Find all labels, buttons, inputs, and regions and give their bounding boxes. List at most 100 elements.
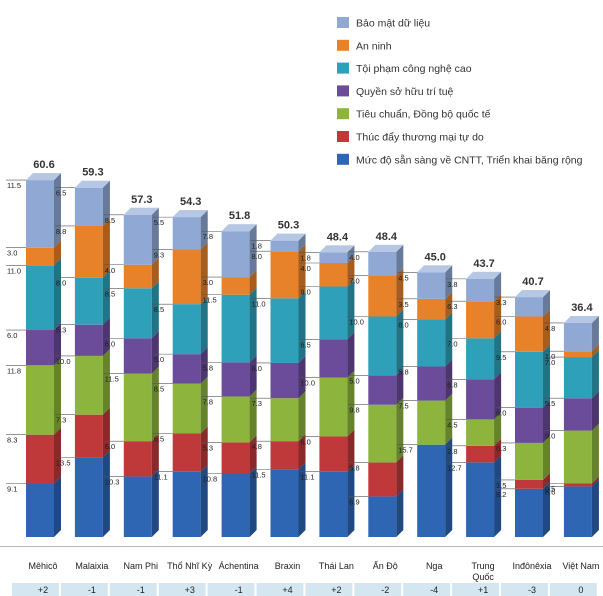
bar-total-label: 54.3 [180, 196, 201, 208]
segment-value-label: 3.0 [203, 278, 213, 287]
bar-segment [221, 277, 250, 295]
bar-segment [563, 351, 592, 358]
bar-segment-side [494, 331, 502, 380]
bar-top-face-highlight [466, 271, 502, 279]
bar-group: 6.9 5.8 9.8 5.0 10.0 7.0 4.0 48.4 [348, 231, 404, 537]
segment-value-label: 6.0 [496, 318, 506, 327]
bar-segment [123, 264, 152, 289]
rank-change-cell [109, 583, 157, 596]
bar-segment-side-shade [200, 347, 208, 384]
segment-value-label: 13.5 [56, 459, 71, 468]
segment-value-label: 4.0 [300, 264, 310, 273]
bar-segment-side-shade [102, 407, 110, 458]
bar-segment [515, 316, 543, 352]
bar-top-face-highlight [319, 245, 355, 253]
segment-value-label: 1.5 [496, 481, 506, 490]
bar-top-face-highlight [515, 290, 550, 298]
bar-segment [319, 436, 348, 472]
bar-segment [172, 304, 201, 355]
bar-top-face [26, 173, 61, 181]
bar-segment [417, 366, 446, 401]
rank-change-cell [207, 583, 255, 596]
segment-value-label: 6.0 [7, 331, 17, 340]
bar-segment-side-shade [151, 469, 159, 537]
segment-value-label: 7.5 [398, 402, 408, 411]
bar-segment-side-shade [298, 244, 306, 299]
segment-value-label: 5.0 [349, 376, 359, 385]
bar-segment-side [249, 466, 257, 537]
rank-change-label: -2 [381, 585, 389, 595]
bar-segment [74, 324, 103, 356]
segment-value-label: 8.0 [56, 279, 66, 288]
segment-value-label: 7.0 [447, 339, 457, 348]
bar-top-face [319, 245, 355, 253]
legend: Bảo mật dữ liệu An ninh Tội phạm công nghệ… [337, 17, 583, 166]
bar-segment [319, 471, 348, 537]
bar-segment [270, 441, 299, 470]
bar-segment-side [54, 358, 61, 435]
bar-total-label: 48.4 [327, 231, 349, 243]
bar-segment-side [543, 435, 550, 480]
bar-segment [221, 442, 250, 474]
bar-segment-side [347, 255, 355, 287]
bar-segment-side-shade [54, 476, 61, 537]
bar-segment-side [543, 400, 550, 443]
rank-change-cell [158, 583, 206, 596]
bar-segment-side-shade [298, 391, 306, 442]
segment-value-label: 11.5 [7, 181, 21, 190]
bar-segment [123, 288, 152, 339]
bar-segment [172, 471, 201, 537]
bar-segment-side-shade [249, 270, 257, 295]
bar-segment-side [54, 240, 61, 266]
bar-total-label: 51.8 [229, 210, 250, 222]
bar-top-face [270, 233, 306, 241]
bar-segment-side [298, 391, 306, 442]
bar-total-label: 43.7 [473, 258, 494, 270]
segment-value-label: 2.8 [447, 447, 457, 456]
bar-segment-side [298, 355, 306, 399]
bar-segment-side-shade [543, 344, 550, 408]
segment-value-label: 8.0 [398, 320, 408, 329]
segment-value-label: 3.8 [447, 280, 457, 289]
bar-segment-side-shade [543, 481, 550, 537]
category-labels: Mêhicô Malaixia Nam Phi Thổ Nhĩ Kỳ Áchentina… [28, 561, 599, 582]
rank-change-label: -1 [137, 585, 145, 595]
bar-segment-side [151, 366, 159, 442]
bar-segment-side-shade [200, 297, 208, 355]
bar-segment [319, 377, 348, 437]
bar-segment [123, 214, 152, 265]
bar-segment-side [200, 426, 208, 472]
segment-value-label: 8.2 [496, 490, 506, 499]
segment-value-label: 8.5 [154, 305, 164, 314]
bar-segment-side [347, 464, 355, 537]
bar-segment-side [445, 359, 453, 401]
segment-value-label: 5.8 [203, 363, 213, 372]
bar-segment-side-shade [102, 450, 110, 537]
bars: 9.1 8.3 11.8 6.0 11.0 3.0 11.5 60.6 13.5 7.3 10.0 5… [0, 159, 603, 547]
segment-value-label: 10.3 [105, 477, 120, 486]
bar-segment [221, 362, 250, 397]
bar-segment [74, 187, 103, 226]
bar-segment-side-shade [200, 464, 208, 537]
category-label: Trung [472, 561, 495, 571]
bar-segment [563, 398, 592, 431]
category-label: Việt Nam [562, 561, 599, 571]
bar-segment [26, 365, 54, 435]
bar-group: 15.7 7.5 5.8 8.0 3.5 4.5 45.0 [397, 251, 453, 537]
segment-value-label: 8.5 [105, 289, 115, 298]
bar-segment [563, 483, 592, 487]
bar-segment-side [151, 434, 159, 477]
bar-segment-side [54, 427, 61, 484]
bar-segment-side [249, 389, 257, 443]
legend-swatch [337, 17, 349, 28]
segment-value-label: 11.1 [300, 473, 314, 482]
legend-swatch [337, 153, 349, 165]
rank-change-cell [256, 583, 304, 596]
bar-segment-side [102, 218, 110, 278]
bar-total-label: 36.4 [571, 302, 593, 314]
bar-segment-side [494, 455, 502, 537]
bar-group: 13.5 7.3 10.0 5.3 8.0 8.8 6.5 59.3 [54, 167, 110, 537]
bar-top-face-highlight [26, 173, 61, 181]
bar-segment-side [445, 312, 453, 367]
legend-label: Tội phạm công nghệ cao [356, 63, 472, 75]
